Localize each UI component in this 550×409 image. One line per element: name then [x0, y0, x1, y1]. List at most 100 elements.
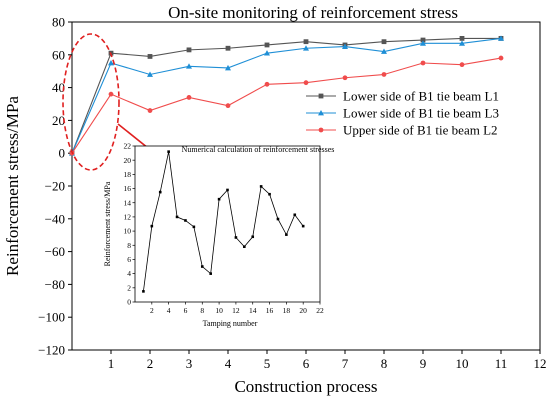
y-tick-label: −20: [45, 179, 65, 194]
data-point: [420, 40, 426, 46]
inset-data-point: [259, 185, 263, 188]
data-point: [225, 103, 231, 109]
y-tick-label: 80: [52, 15, 65, 30]
inset-x-tick-label: 14: [249, 306, 257, 315]
data-point: [303, 45, 309, 51]
data-point: [225, 64, 231, 71]
data-point: [459, 36, 465, 41]
data-point: [225, 45, 231, 51]
data-point: [147, 71, 153, 77]
legend-label: Lower side of B1 tie beam L3: [343, 106, 499, 121]
data-point: [147, 108, 153, 113]
series-line: [71, 37, 501, 154]
data-point: [381, 48, 387, 54]
inset-y-tick-label: 14: [124, 198, 132, 207]
inset-data-point: [192, 225, 196, 229]
data-point: [381, 39, 387, 45]
x-tick-label: 6: [303, 356, 310, 371]
inset-data-point: [243, 245, 246, 248]
data-point: [459, 62, 465, 68]
inset-y-tick-label: 0: [127, 298, 131, 307]
inset-series-line: [143, 151, 304, 292]
inset-data-point: [276, 217, 280, 221]
x-tick-label: 10: [456, 356, 469, 371]
inset-data-point: [167, 150, 170, 153]
inset-data-point: [150, 224, 154, 228]
x-tick-label: 4: [225, 356, 232, 371]
x-axis-title: Construction process: [234, 377, 377, 396]
inset-y-tick-label: 8: [127, 241, 131, 250]
inset-x-tick-label: 2: [150, 306, 154, 315]
inset-data-point: [234, 236, 238, 239]
x-tick-label: 1: [108, 356, 115, 371]
inset-x-tick-label: 20: [299, 306, 307, 315]
highlight-ellipse: [62, 33, 120, 171]
data-point: [108, 60, 114, 66]
inset-data-point: [226, 188, 229, 192]
inset-x-tick-label: 10: [215, 306, 223, 315]
inset-x-tick-label: 6: [184, 306, 188, 315]
data-point: [186, 63, 192, 69]
x-tick-label: 3: [186, 356, 193, 371]
inset-data-point: [301, 224, 305, 228]
inset-y-tick-label: 4: [127, 269, 131, 278]
inset-y-axis-title: Reinforcement stress/MPa: [103, 181, 112, 266]
y-tick-label: 60: [52, 47, 65, 62]
inset-data-point: [293, 213, 297, 217]
data-point: [186, 95, 192, 100]
data-point: [342, 43, 348, 49]
inset-x-tick-label: 8: [200, 306, 204, 315]
y-tick-label: −40: [45, 211, 65, 226]
data-point: [303, 80, 309, 86]
chart-title: On-site monitoring of reinforcement stre…: [168, 3, 458, 22]
data-point: [420, 60, 426, 66]
data-point: [264, 81, 270, 87]
legend-marker: [318, 93, 324, 99]
legend-label: Lower side of B1 tie beam L1: [343, 89, 499, 104]
data-point: [420, 37, 426, 43]
y-tick-label: −60: [45, 244, 65, 259]
data-point: [108, 91, 114, 97]
data-point: [498, 35, 504, 41]
data-point: [459, 40, 465, 46]
inset-y-tick-label: 16: [124, 184, 132, 193]
x-tick-label: 8: [381, 356, 388, 371]
legend-label: Upper side of B1 tie beam L2: [343, 123, 498, 138]
inset-x-tick-label: 18: [283, 306, 291, 315]
data-point: [303, 39, 309, 45]
legend-marker: [318, 110, 324, 116]
inset-x-tick-label: 4: [167, 306, 171, 315]
inset-y-tick-label: 20: [124, 156, 132, 165]
inset-title: Numerical calculation of reinforcement s…: [182, 145, 335, 154]
x-tick-label: 7: [342, 356, 349, 371]
data-point: [147, 54, 153, 59]
inset-x-tick-label: 12: [232, 306, 240, 315]
inset-data-point: [217, 197, 221, 201]
y-tick-label: −120: [38, 343, 65, 358]
y-tick-label: −100: [38, 310, 65, 325]
inset-data-point: [158, 190, 162, 194]
y-tick-label: 40: [52, 80, 65, 95]
inset-data-point: [285, 233, 288, 236]
inset-data-point: [251, 235, 255, 239]
x-tick-label: 11: [495, 356, 508, 371]
x-tick-label: 5: [264, 356, 271, 371]
inset-data-point: [184, 219, 187, 222]
y-axis-title: Reinforcement stress/MPa: [3, 96, 22, 276]
inset-data-point: [209, 272, 212, 275]
legend-marker: [318, 127, 324, 133]
y-tick-label: −80: [45, 277, 65, 292]
inset-frame: [134, 145, 321, 303]
inset-x-tick-label: 16: [266, 306, 274, 315]
inset-x-axis-title: Tamping number: [203, 319, 258, 328]
inset-y-tick-label: 18: [124, 170, 132, 179]
series-line: [71, 37, 502, 154]
x-tick-label: 9: [420, 356, 427, 371]
inset-y-tick-label: 2: [127, 283, 131, 292]
data-point: [264, 50, 270, 56]
inset-y-tick-label: 6: [127, 255, 131, 264]
inset-y-tick-label: 12: [124, 213, 132, 222]
data-point: [342, 75, 348, 81]
x-tick-label: 2: [147, 356, 154, 371]
